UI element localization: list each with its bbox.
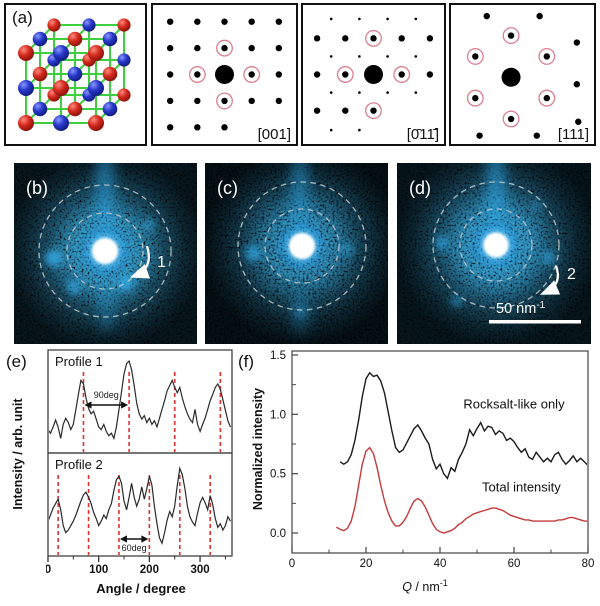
svg-text:300: 300 <box>190 564 209 576</box>
panel-b-label: (b) <box>26 178 48 198</box>
series-label: Rocksalt-like only <box>463 396 565 411</box>
svg-text:40: 40 <box>434 558 447 570</box>
panel-e-label: (e) <box>6 352 27 371</box>
spot-arrow-2 <box>539 265 561 295</box>
svg-text:100: 100 <box>89 564 108 576</box>
svg-text:0: 0 <box>289 558 295 570</box>
diffraction-diagram-111 <box>466 12 582 139</box>
angular-profiles-chart: Profile 1 90deg Profile 2 60deg 0 100 200 300 <box>46 349 233 576</box>
diffraction-diagram-011 <box>313 17 434 132</box>
svg-text:0.5: 0.5 <box>270 469 286 481</box>
vertical-streak <box>292 163 308 233</box>
outer-dashed-ring <box>237 181 367 311</box>
panel-a-diffraction-011: [0̄11̄] <box>301 3 446 146</box>
svg-text:90deg: 90deg <box>94 390 119 400</box>
panel-d-diffraction-image: 2 50 nm-1 (d) <box>397 163 591 344</box>
svg-text:0.0: 0.0 <box>270 528 286 540</box>
scale-bar <box>489 320 581 324</box>
vertical-streak <box>487 163 505 233</box>
speckle-blob <box>45 249 63 267</box>
series-rocksalt-like-only <box>339 371 587 480</box>
series-total-intensity <box>336 446 587 534</box>
panel-e-xlabel: Angle / degree <box>96 581 186 596</box>
svg-text:Profile 1: Profile 1 <box>55 354 103 369</box>
zone-axis-label-001: [001] <box>257 126 291 143</box>
diffraction-diagram-001 <box>166 18 283 131</box>
outer-dashed-ring <box>38 184 172 318</box>
svg-text:60deg: 60deg <box>122 543 147 553</box>
svg-text:200: 200 <box>140 564 159 576</box>
speckle-blob <box>435 236 449 250</box>
inner-dashed-ring <box>66 212 144 290</box>
vertical-streak <box>96 163 114 241</box>
svg-text:Profile 2: Profile 2 <box>55 457 103 472</box>
spot-arrow-1-label: 1 <box>157 254 166 271</box>
panel-a-diffraction-001: [001] <box>151 3 298 146</box>
q-intensity-chart: 0.0 0.5 1.0 1.5 0 20 40 60 80 Rocksalt-like only T… <box>270 350 595 570</box>
panel-a-crystal-box: (a) <box>4 3 147 146</box>
series-label: Total intensity <box>482 479 561 494</box>
svg-text:1.0: 1.0 <box>270 409 286 421</box>
svg-text:60: 60 <box>508 558 521 570</box>
panel-f-xlabel: Q / nm-1 <box>402 578 448 595</box>
center-beam-core <box>92 238 118 264</box>
spot-arrow-1 <box>129 245 151 279</box>
speckle-blob <box>245 245 261 261</box>
center-beam-core <box>483 232 509 258</box>
inner-dashed-ring <box>459 208 533 282</box>
crystal-structure-illustration <box>18 18 131 131</box>
svg-text:1.5: 1.5 <box>270 350 286 362</box>
panel-d-label: (d) <box>409 178 431 198</box>
outer-dashed-ring <box>432 181 560 309</box>
inner-dashed-ring <box>264 208 340 284</box>
panel-f-label: (f) <box>238 352 255 371</box>
zone-axis-label-111: [111] <box>557 126 589 143</box>
spot-arrow-2-label: 2 <box>567 266 576 283</box>
scale-bar-label: 50 nm-1 <box>496 300 546 317</box>
panel-e-ylabel: Intensity / arb. unit <box>11 398 25 510</box>
panel-c-label: (c) <box>217 178 238 198</box>
svg-text:80: 80 <box>582 558 595 570</box>
svg-text:0: 0 <box>46 564 51 576</box>
panel-b-diffraction-image: 1 (b) <box>14 163 197 344</box>
panel-a-diffraction-111: [111] <box>449 3 596 146</box>
panel-c-diffraction-image: (c) <box>205 163 388 344</box>
center-beam-core <box>289 233 315 259</box>
panel-a-label: (a) <box>12 8 33 27</box>
zone-axis-label-011: [0̄11̄] <box>406 126 439 143</box>
svg-text:20: 20 <box>360 558 373 570</box>
